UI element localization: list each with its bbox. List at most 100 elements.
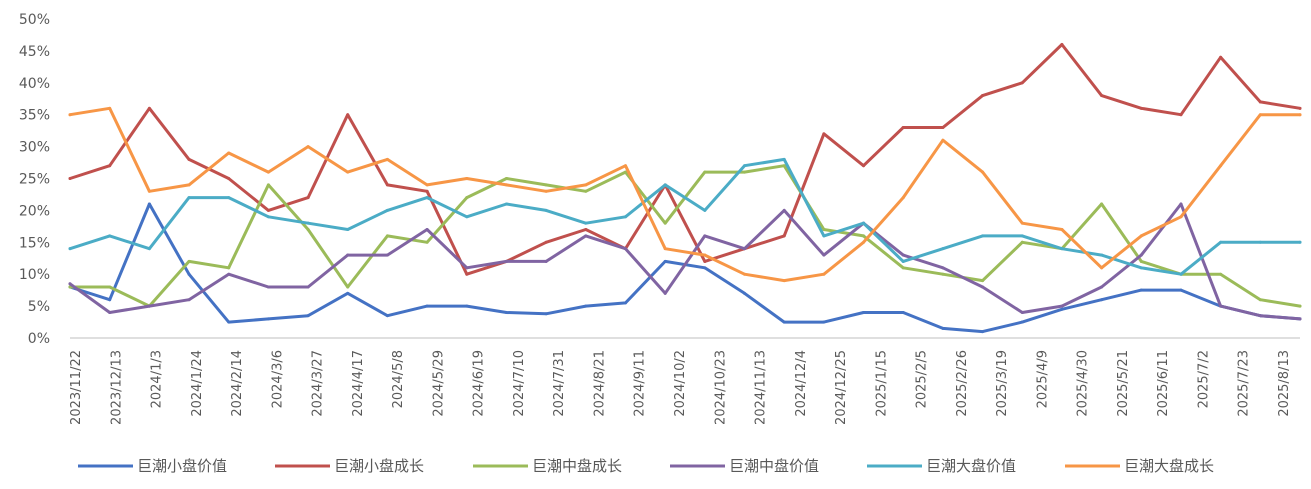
data-point: [743, 291, 747, 295]
data-point: [901, 259, 905, 263]
data-point: [782, 320, 786, 324]
data-point: [346, 113, 350, 117]
data-point: [1139, 266, 1143, 270]
data-point: [227, 196, 231, 200]
series-group: [68, 43, 1302, 276]
y-tick-label: 30%: [19, 140, 50, 156]
data-point: [703, 259, 707, 263]
data-point: [1100, 285, 1104, 289]
data-point: [147, 106, 151, 110]
legend-label: 巨潮大盘价值: [926, 457, 1016, 475]
series-group: [68, 106, 1302, 283]
y-tick-label: 0%: [28, 331, 50, 347]
data-point: [346, 228, 350, 232]
data-point: [782, 208, 786, 212]
data-point: [1139, 253, 1143, 257]
series-line: [68, 43, 1302, 276]
y-tick-label: 5%: [28, 299, 50, 315]
series-line: [68, 164, 1302, 308]
data-point: [187, 298, 191, 302]
x-tick-label: 2024/1/3: [150, 350, 165, 408]
data-point: [1020, 310, 1024, 314]
data-point: [1298, 113, 1302, 117]
data-point: [504, 183, 508, 187]
data-point: [385, 253, 389, 257]
data-point: [504, 259, 508, 263]
data-point: [584, 304, 588, 308]
data-point: [147, 202, 151, 206]
data-point: [425, 240, 429, 244]
data-point: [544, 208, 548, 212]
data-point: [822, 234, 826, 238]
legend: 巨潮小盘价值 巨潮小盘成长 巨潮中盘成长 巨潮中盘价值 巨潮大盘价值 巨潮大盘成长: [78, 457, 1214, 475]
data-point: [187, 272, 191, 276]
data-point: [1219, 304, 1223, 308]
x-tick-label: 2025/2/5: [915, 350, 930, 408]
data-point: [1020, 221, 1024, 225]
data-point: [385, 208, 389, 212]
data-point: [822, 228, 826, 232]
data-point: [544, 259, 548, 263]
data-point: [385, 183, 389, 187]
data-point: [544, 183, 548, 187]
data-point: [584, 189, 588, 193]
data-point: [703, 266, 707, 270]
data-point: [266, 183, 270, 187]
data-point: [1100, 298, 1104, 302]
data-point: [108, 106, 112, 110]
data-point: [1060, 307, 1064, 311]
data-point: [862, 240, 866, 244]
data-point: [1020, 81, 1024, 85]
data-point: [1100, 94, 1104, 98]
data-point: [1258, 100, 1262, 104]
x-tick-label: 2024/11/13: [754, 350, 769, 425]
data-point: [1020, 320, 1024, 324]
data-point: [862, 234, 866, 238]
data-point: [901, 266, 905, 270]
data-point: [465, 215, 469, 219]
x-tick-label: 2025/6/11: [1156, 350, 1171, 417]
data-point: [981, 285, 985, 289]
data-point: [68, 113, 72, 117]
data-point: [1258, 314, 1262, 318]
x-tick-label: 2024/2/14: [230, 350, 245, 417]
data-point: [1298, 304, 1302, 308]
data-point: [623, 164, 627, 168]
x-tick-label: 2025/3/19: [995, 350, 1010, 417]
data-point: [1179, 113, 1183, 117]
data-point: [544, 312, 548, 316]
plot-area: [68, 43, 1302, 334]
data-point: [544, 240, 548, 244]
data-point: [941, 247, 945, 251]
data-point: [1219, 272, 1223, 276]
data-point: [1219, 55, 1223, 59]
x-tick-label: 2024/1/24: [190, 350, 205, 417]
data-point: [1100, 266, 1104, 270]
data-point: [703, 170, 707, 174]
data-point: [68, 282, 72, 286]
data-point: [68, 247, 72, 251]
data-point: [306, 221, 310, 225]
data-point: [1258, 298, 1262, 302]
data-point: [544, 189, 548, 193]
data-point: [941, 266, 945, 270]
x-tick-label: 2024/12/25: [834, 350, 849, 425]
data-point: [504, 177, 508, 180]
data-point: [187, 157, 191, 161]
x-tick-label: 2024/7/31: [552, 350, 567, 417]
data-point: [425, 304, 429, 308]
data-point: [227, 272, 231, 276]
x-tick-label: 2025/4/9: [1035, 350, 1050, 408]
data-point: [1020, 240, 1024, 244]
data-point: [346, 170, 350, 174]
data-point: [385, 234, 389, 238]
data-point: [981, 279, 985, 283]
data-point: [465, 272, 469, 276]
x-tick-label: 2024/12/4: [794, 350, 809, 417]
data-point: [385, 314, 389, 318]
data-point: [108, 164, 112, 168]
data-point: [1060, 43, 1064, 47]
data-point: [663, 183, 667, 187]
data-point: [1219, 240, 1223, 244]
legend-label: 巨潮大盘成长: [1124, 457, 1214, 475]
